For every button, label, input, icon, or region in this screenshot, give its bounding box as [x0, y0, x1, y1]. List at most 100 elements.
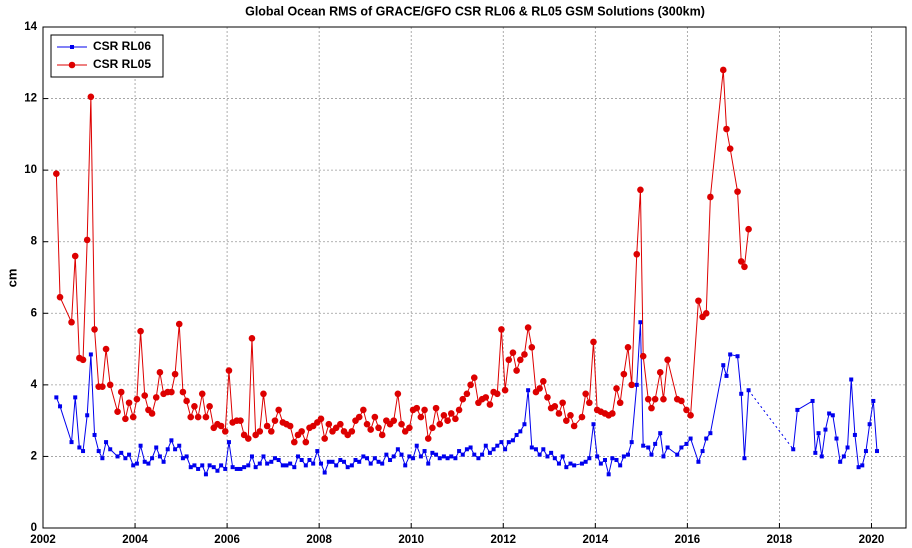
- data-point: [100, 456, 105, 461]
- data-point: [514, 432, 519, 437]
- data-point: [249, 454, 254, 459]
- data-point: [563, 417, 570, 424]
- data-point: [165, 447, 170, 452]
- data-point: [154, 445, 159, 450]
- data-point: [480, 452, 485, 457]
- data-point: [53, 170, 60, 178]
- data-point: [225, 367, 233, 374]
- data-point: [191, 403, 198, 410]
- data-point: [269, 459, 274, 464]
- data-point: [639, 352, 647, 360]
- data-point: [179, 388, 187, 396]
- data-point: [302, 438, 310, 446]
- data-point: [570, 422, 578, 430]
- data-point: [380, 461, 385, 466]
- data-point: [430, 450, 435, 455]
- data-point: [92, 432, 97, 437]
- data-point: [168, 388, 175, 396]
- data-point: [276, 458, 281, 463]
- data-point: [555, 410, 563, 417]
- data-point: [609, 410, 616, 417]
- data-point: [215, 468, 220, 473]
- x-tick-label: 2012: [490, 534, 516, 546]
- data-point: [510, 438, 515, 443]
- x-tick-label: 2014: [583, 534, 609, 546]
- data-point: [267, 428, 275, 435]
- data-point: [146, 461, 151, 466]
- data-point: [493, 390, 501, 398]
- data-point: [375, 424, 382, 432]
- data-point: [223, 466, 228, 471]
- data-point: [238, 466, 243, 471]
- data-point: [248, 335, 256, 342]
- y-tick-label: 10: [24, 164, 37, 176]
- data-point: [242, 465, 247, 470]
- data-point: [559, 399, 566, 407]
- data-point: [403, 463, 408, 468]
- data-point: [726, 145, 734, 152]
- data-point: [260, 390, 267, 398]
- data-point: [522, 422, 527, 427]
- data-point: [173, 447, 178, 452]
- y-tick-label: 8: [31, 236, 38, 248]
- data-point: [679, 445, 684, 450]
- data-point: [117, 388, 125, 396]
- data-point: [69, 440, 74, 445]
- data-point: [371, 413, 379, 421]
- data-point: [253, 465, 258, 470]
- data-point: [491, 447, 496, 452]
- data-point: [317, 415, 325, 423]
- data-point: [206, 403, 213, 410]
- data-point: [180, 456, 185, 461]
- data-point: [664, 356, 671, 364]
- data-point: [272, 456, 277, 461]
- data-point: [71, 252, 79, 260]
- data-point: [602, 458, 607, 463]
- data-point: [142, 459, 147, 464]
- data-point: [633, 250, 641, 258]
- data-point: [444, 417, 451, 424]
- data-point: [88, 352, 93, 357]
- data-point: [700, 449, 705, 454]
- data-point: [169, 438, 174, 443]
- data-point: [368, 461, 373, 466]
- x-tick-label: 2010: [398, 534, 424, 546]
- data-point: [360, 406, 367, 414]
- data-point: [499, 440, 504, 445]
- data-point: [361, 454, 366, 459]
- data-point: [849, 377, 854, 382]
- data-point: [476, 456, 481, 461]
- data-point: [131, 463, 136, 468]
- data-point: [99, 383, 106, 390]
- data-point: [521, 351, 528, 358]
- x-tick-label: 2004: [122, 534, 148, 546]
- data-point: [292, 465, 297, 470]
- data-point: [338, 458, 343, 463]
- data-point: [138, 443, 143, 448]
- data-point: [152, 394, 160, 401]
- data-point: [104, 440, 109, 445]
- data-point: [549, 450, 554, 455]
- data-point: [322, 470, 327, 475]
- data-point: [830, 413, 835, 418]
- data-point: [355, 413, 363, 421]
- data-point: [298, 428, 305, 435]
- data-point: [421, 406, 428, 414]
- data-point: [875, 449, 880, 454]
- data-point: [345, 465, 350, 470]
- data-point: [295, 454, 300, 459]
- data-point: [459, 395, 467, 403]
- data-point: [395, 447, 400, 452]
- data-point: [198, 390, 206, 398]
- data-point: [486, 401, 494, 408]
- data-point: [724, 373, 729, 378]
- data-point: [528, 343, 536, 351]
- data-point: [660, 395, 667, 403]
- y-axis-label: cm: [4, 269, 19, 288]
- data-point: [424, 435, 432, 442]
- data-point: [834, 436, 839, 441]
- data-point: [96, 449, 101, 454]
- data-point: [291, 438, 298, 446]
- data-point: [634, 382, 639, 387]
- data-point: [813, 450, 818, 455]
